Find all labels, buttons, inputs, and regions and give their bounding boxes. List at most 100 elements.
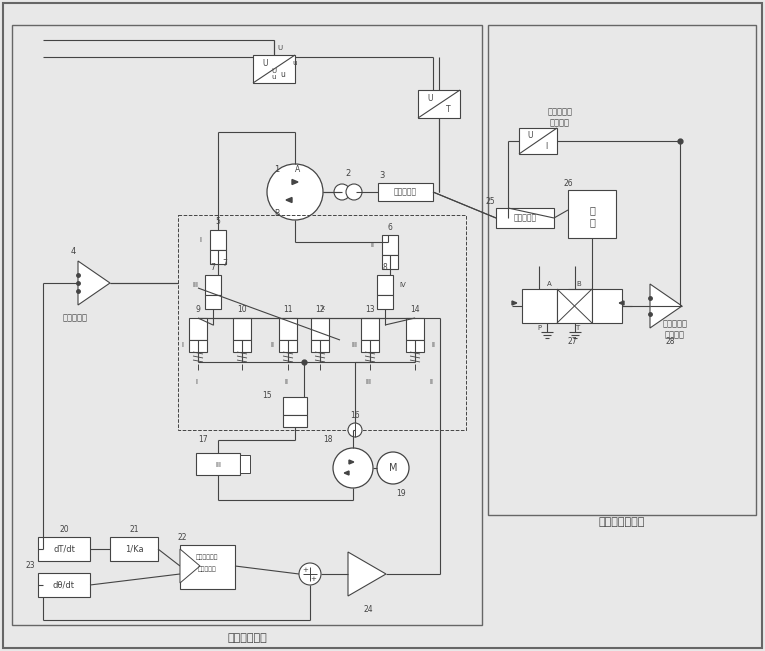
Bar [592,289,622,323]
Text: 25: 25 [485,197,495,206]
Circle shape [299,563,321,585]
Text: U: U [278,45,282,51]
Text: 20: 20 [59,525,69,534]
Text: 5: 5 [216,217,220,227]
Text: U: U [272,68,277,74]
Text: 11: 11 [283,305,293,314]
Text: 17: 17 [198,436,208,445]
Bar [519,128,557,154]
Bar [240,455,250,473]
Polygon shape [349,460,353,464]
Text: 被加载对象: 被加载对象 [548,107,572,117]
Text: III: III [351,342,357,348]
Text: I: I [545,142,548,150]
Bar [205,275,221,295]
Text: 26: 26 [563,178,573,187]
Text: 7: 7 [223,258,227,268]
Circle shape [267,164,323,220]
Bar [178,215,466,430]
Text: 16: 16 [350,411,360,419]
Bar [406,340,424,352]
Text: 28: 28 [666,337,675,346]
Text: 24: 24 [363,605,373,613]
Text: I: I [195,379,197,385]
Bar [189,318,207,340]
Polygon shape [619,301,624,305]
Circle shape [333,448,373,488]
Polygon shape [344,471,349,475]
Text: +: + [310,576,316,582]
Text: II: II [429,379,433,385]
Text: U: U [427,94,432,103]
Bar [110,537,158,561]
Text: dθ/dt: dθ/dt [53,581,75,590]
Text: 23: 23 [25,562,35,570]
Circle shape [348,423,362,437]
Polygon shape [78,261,110,305]
Circle shape [377,452,409,484]
Text: +: + [302,567,308,573]
Text: III: III [365,379,371,385]
Bar [311,340,329,352]
Bar [522,289,557,323]
Text: B: B [577,281,581,287]
Polygon shape [650,284,682,328]
Bar [38,573,90,597]
Text: 18: 18 [324,436,333,445]
Text: II: II [284,379,288,385]
Bar [196,453,240,475]
Text: 6: 6 [388,223,392,232]
Bar [488,25,756,515]
Text: 被加载对象系统: 被加载对象系统 [599,517,645,527]
Text: 2: 2 [345,169,350,178]
Text: 10: 10 [237,305,247,314]
Text: 3: 3 [379,171,385,180]
Bar [496,208,554,228]
Text: III: III [192,282,198,288]
Text: 1: 1 [275,165,280,174]
Text: 运动指令: 运动指令 [665,331,685,340]
Text: 27: 27 [567,337,577,346]
Circle shape [334,184,350,200]
Bar [180,545,235,589]
Text: I: I [199,237,201,243]
Text: 力矩传感器: 力矩传感器 [393,187,417,197]
Text: II: II [431,342,435,348]
Text: 9: 9 [196,305,200,314]
Text: I: I [181,342,183,348]
Text: B: B [275,210,279,219]
Bar [210,250,226,264]
Text: 力矩谱指令: 力矩谱指令 [63,314,87,322]
Bar [557,289,592,323]
Bar [233,340,251,352]
Text: 箱: 箱 [589,217,595,227]
Text: U: U [527,132,532,141]
Text: A: A [547,281,552,287]
Bar [279,340,297,352]
Text: dT/dt: dT/dt [53,544,75,553]
Text: 14: 14 [410,305,420,314]
Text: u: u [272,74,276,80]
Text: 液: 液 [589,205,595,215]
Text: M: M [389,463,397,473]
Bar [38,537,90,561]
Text: II: II [370,242,374,248]
Polygon shape [292,180,298,184]
Bar [253,55,295,83]
Text: 13: 13 [365,305,375,314]
Bar [377,295,393,309]
Bar [189,340,207,352]
Bar [568,190,616,238]
Text: P: P [537,325,541,331]
Text: 19: 19 [396,488,405,497]
Text: 位置反馈: 位置反馈 [550,118,570,128]
Polygon shape [286,197,292,202]
Text: 12: 12 [315,305,325,314]
Text: u: u [281,70,285,79]
Bar [283,415,307,427]
Text: III: III [215,462,221,468]
Bar [361,340,379,352]
Bar [361,318,379,340]
Bar [12,25,482,625]
Text: IV: IV [399,282,406,288]
